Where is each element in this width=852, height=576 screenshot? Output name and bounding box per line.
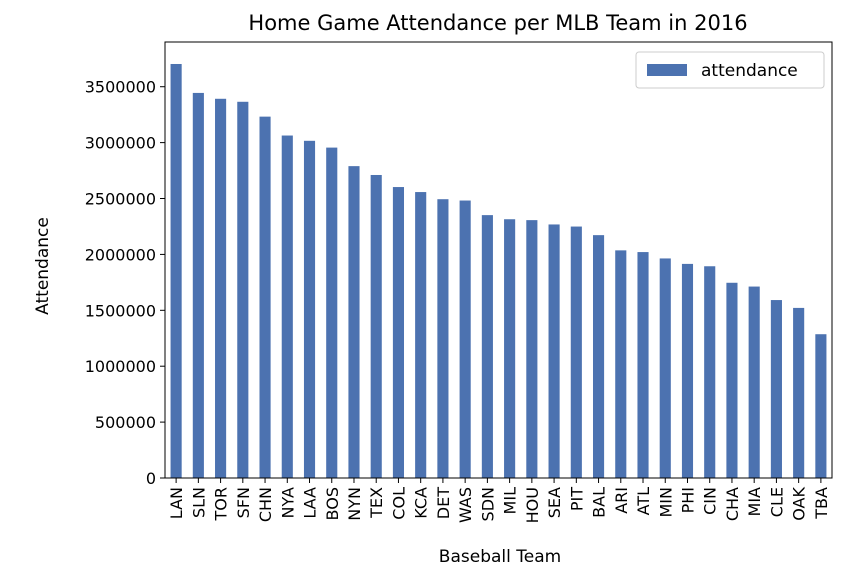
bar-tor [215, 98, 227, 478]
x-tick-label-sea: SEA [545, 487, 564, 518]
bar-sdn [481, 215, 493, 478]
y-axis-label: Attendance [33, 217, 53, 315]
x-tick-label-chn: CHN [256, 487, 275, 522]
bar-oak [793, 307, 805, 478]
bar-det [437, 199, 449, 479]
bar-chn [259, 116, 271, 478]
plot-area: 0 500000 1000000 1500000 2000000 2500000 30000… [85, 41, 833, 523]
bar-cin [704, 266, 716, 478]
x-tick-label-laa: LAA [301, 487, 320, 519]
y-tick-label: 2000000 [85, 245, 156, 264]
bar-pit [570, 226, 582, 478]
bar-cle [770, 300, 782, 478]
x-tick-label-col: COL [389, 487, 408, 520]
bar-phi [681, 263, 694, 478]
x-tick-label-mil: MIL [501, 487, 520, 515]
y-tick-label: 1000000 [85, 357, 156, 376]
x-tick-label-bal: BAL [590, 487, 609, 518]
bar-cha [726, 282, 738, 478]
bar-hou [526, 220, 538, 478]
bar-min [659, 258, 671, 478]
y-axis-ticks: 0 500000 1000000 1500000 2000000 2500000 30000… [85, 78, 165, 488]
legend: attendance [635, 51, 825, 89]
x-axis-label: Baseball Team [439, 547, 561, 567]
x-tick-label-pit: PIT [567, 487, 586, 511]
bar-tba [815, 334, 827, 478]
x-tick-label-atl: ATL [634, 487, 653, 515]
x-tick-label-cin: CIN [701, 487, 720, 515]
x-tick-label-bos: BOS [323, 487, 342, 520]
x-tick-label-sdn: SDN [478, 487, 497, 521]
x-tick-label-min: MIN [656, 487, 675, 518]
x-tick-label-nya: NYA [278, 487, 297, 519]
y-tick-label: 0 [146, 469, 156, 488]
bar-kca [415, 192, 427, 478]
x-tick-label-sln: SLN [189, 487, 208, 518]
x-tick-label-cha: CHA [723, 487, 742, 521]
bars-group [170, 63, 827, 479]
bar-nyn [348, 166, 360, 479]
y-tick-label: 1500000 [85, 301, 156, 320]
x-tick-label-tba: TBA [812, 487, 831, 520]
legend-box [635, 51, 825, 89]
bar-atl [637, 252, 649, 478]
y-tick-label: 500000 [95, 413, 156, 432]
x-tick-label-sfn: SFN [234, 487, 253, 518]
bar-mil [504, 219, 516, 478]
bar-nya [281, 135, 293, 478]
bar-mia [748, 286, 760, 478]
y-tick-label: 3500000 [85, 78, 156, 97]
legend-swatch [647, 64, 687, 76]
legend-label: attendance [701, 61, 798, 81]
x-tick-label-oak: OAK [790, 486, 809, 520]
chart-title: Home Game Attendance per MLB Team in 201… [248, 11, 747, 35]
x-tick-label-kca: KCA [412, 487, 431, 519]
x-axis-ticks: LAN SLN TOR SFN CHN NYA LAA BOS NYN TEX COL KCA DET W… [167, 478, 831, 523]
x-tick-label-hou: HOU [523, 487, 542, 523]
x-tick-label-cle: CLE [767, 487, 786, 517]
bar-was [459, 200, 471, 479]
x-tick-label-phi: PHI [678, 487, 697, 513]
x-tick-label-was: WAS [456, 487, 475, 523]
bar-tex [370, 174, 382, 478]
plot-frame [164, 41, 833, 479]
x-tick-label-ari: ARI [612, 487, 631, 514]
x-tick-label-tor: TOR [212, 487, 231, 521]
bar-ari [615, 250, 627, 478]
bar-sln [192, 92, 204, 479]
x-tick-label-lan: LAN [167, 487, 186, 519]
bar-bos [326, 147, 338, 478]
bar-sea [548, 224, 560, 478]
bar-lan [170, 63, 182, 478]
bar-bal [592, 235, 605, 478]
x-tick-label-det: DET [434, 487, 453, 519]
y-tick-label: 3000000 [85, 134, 156, 153]
bar-sfn [237, 101, 249, 478]
bar-laa [303, 140, 316, 478]
x-tick-label-nyn: NYN [345, 487, 364, 521]
x-tick-label-tex: TEX [367, 487, 386, 519]
bar-col [392, 187, 405, 479]
y-tick-label: 2500000 [85, 190, 156, 209]
x-tick-label-mia: MIA [745, 487, 764, 517]
